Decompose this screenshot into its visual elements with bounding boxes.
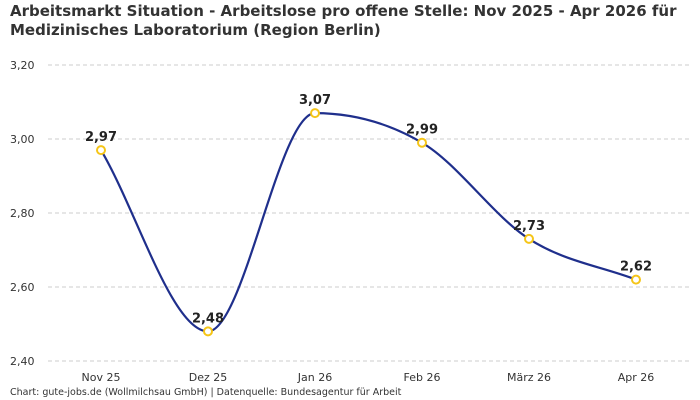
x-tick-label: März 26 (507, 371, 551, 384)
data-point (524, 233, 534, 244)
data-point (417, 137, 427, 148)
data-label: 2,48 (192, 311, 224, 326)
x-tick-label: Feb 26 (404, 371, 441, 384)
data-point (96, 145, 106, 156)
y-tick-label: 3,20 (10, 59, 35, 72)
x-tick-label: Jan 26 (297, 371, 332, 384)
data-label: 3,07 (299, 93, 331, 108)
y-tick-label: 2,40 (10, 355, 35, 368)
y-tick-label: 2,60 (10, 281, 35, 294)
chart-title: Arbeitsmarkt Situation - Arbeitslose pro… (10, 2, 677, 39)
data-point (631, 274, 641, 285)
data-point (310, 108, 320, 119)
y-tick-label: 2,80 (10, 207, 35, 220)
data-label: 2,99 (406, 123, 438, 138)
data-label: 2,73 (513, 219, 545, 234)
x-tick-label: Nov 25 (82, 371, 121, 384)
x-tick-label: Apr 26 (618, 371, 655, 384)
x-tick-label: Dez 25 (189, 371, 228, 384)
y-tick-label: 3,00 (10, 133, 35, 146)
data-label: 2,97 (85, 130, 117, 145)
chart-source: Chart: gute-jobs.de (Wollmilchsau GmbH) … (10, 387, 402, 398)
data-label: 2,62 (620, 260, 652, 275)
series-line (100, 112, 637, 333)
data-point (203, 326, 213, 337)
